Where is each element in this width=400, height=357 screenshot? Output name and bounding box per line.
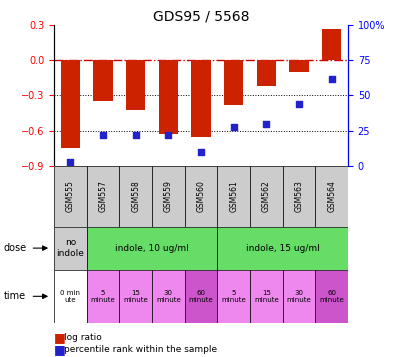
- Bar: [158, 60, 178, 134]
- Text: no
indole: no indole: [56, 238, 84, 258]
- Bar: [87, 227, 217, 270]
- Text: percentile rank within the sample: percentile rank within the sample: [64, 345, 217, 354]
- Point: [328, 76, 335, 81]
- Bar: [60, 60, 80, 149]
- Text: ■: ■: [54, 343, 66, 356]
- Text: 15
minute: 15 minute: [123, 290, 148, 303]
- Text: 30
minute: 30 minute: [156, 290, 181, 303]
- Bar: [315, 166, 348, 227]
- Bar: [283, 166, 315, 227]
- Text: GSM563: GSM563: [294, 180, 304, 212]
- Bar: [289, 60, 309, 72]
- Text: 5
minute: 5 minute: [221, 290, 246, 303]
- Point: [296, 101, 302, 107]
- Point: [198, 149, 204, 155]
- Bar: [152, 166, 185, 227]
- Text: 0 min
ute: 0 min ute: [60, 290, 80, 303]
- Point: [165, 132, 172, 138]
- Bar: [217, 227, 348, 270]
- Text: indole, 10 ug/ml: indole, 10 ug/ml: [115, 243, 189, 253]
- Bar: [119, 166, 152, 227]
- Bar: [185, 270, 217, 323]
- Point: [67, 159, 74, 165]
- Text: GSM559: GSM559: [164, 180, 173, 212]
- Bar: [152, 270, 185, 323]
- Bar: [54, 227, 87, 270]
- Text: 60
minute: 60 minute: [189, 290, 213, 303]
- Point: [230, 124, 237, 129]
- Bar: [322, 29, 342, 60]
- Point: [263, 121, 270, 127]
- Bar: [250, 166, 283, 227]
- Bar: [119, 270, 152, 323]
- Bar: [185, 166, 217, 227]
- Bar: [283, 270, 315, 323]
- Text: indole, 15 ug/ml: indole, 15 ug/ml: [246, 243, 320, 253]
- Text: GSM560: GSM560: [196, 180, 206, 212]
- Text: ■: ■: [54, 331, 66, 344]
- Bar: [191, 60, 211, 137]
- Text: 60
minute: 60 minute: [319, 290, 344, 303]
- Title: GDS95 / 5568: GDS95 / 5568: [153, 10, 249, 24]
- Text: time: time: [4, 291, 26, 301]
- Text: GSM558: GSM558: [131, 181, 140, 212]
- Bar: [250, 270, 283, 323]
- Text: GSM555: GSM555: [66, 180, 75, 212]
- Bar: [315, 270, 348, 323]
- Bar: [217, 166, 250, 227]
- Bar: [126, 60, 146, 110]
- Point: [100, 132, 106, 138]
- Bar: [217, 270, 250, 323]
- Bar: [54, 270, 87, 323]
- Text: dose: dose: [4, 243, 27, 253]
- Text: GSM562: GSM562: [262, 181, 271, 212]
- Bar: [93, 60, 113, 101]
- Text: log ratio: log ratio: [64, 333, 102, 342]
- Bar: [87, 270, 119, 323]
- Bar: [87, 166, 119, 227]
- Text: GSM564: GSM564: [327, 180, 336, 212]
- Text: 5
minute: 5 minute: [91, 290, 115, 303]
- Bar: [256, 60, 276, 86]
- Text: 30
minute: 30 minute: [287, 290, 311, 303]
- Text: 15
minute: 15 minute: [254, 290, 279, 303]
- Bar: [54, 166, 87, 227]
- Text: GSM561: GSM561: [229, 181, 238, 212]
- Point: [132, 132, 139, 138]
- Text: GSM557: GSM557: [98, 180, 108, 212]
- Bar: [224, 60, 244, 105]
